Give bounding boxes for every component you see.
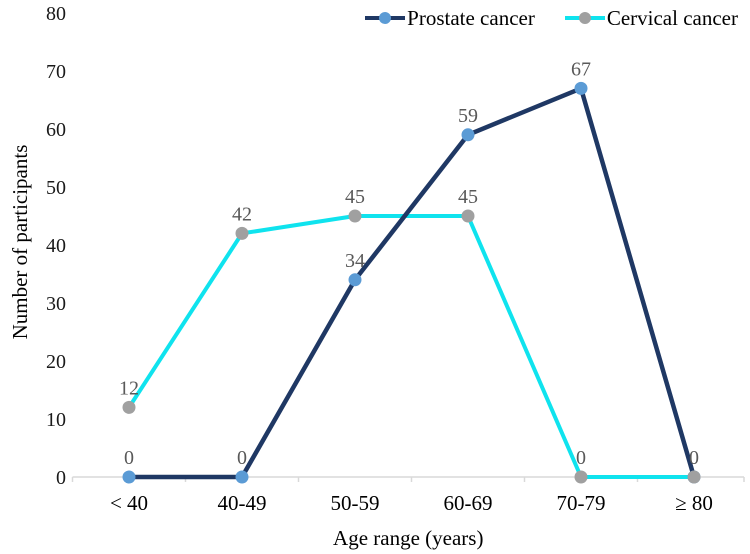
data-point-prostate-cancer <box>461 128 475 142</box>
y-axis-title: Number of participants <box>8 145 32 340</box>
legend-label-cervical-cancer: Cervical cancer <box>606 6 738 30</box>
y-axis-tick-label: 80 <box>46 3 66 25</box>
data-point-cervical-cancer <box>348 209 362 223</box>
legend-label-prostate-cancer: Prostate cancer <box>407 6 535 30</box>
data-label-cervical-cancer: 12 <box>119 377 139 399</box>
data-point-cervical-cancer <box>122 400 136 414</box>
y-axis-tick-label: 70 <box>46 61 66 83</box>
data-point-prostate-cancer <box>122 470 136 484</box>
data-point-cervical-cancer <box>687 470 701 484</box>
data-label-prostate-cancer: 34 <box>345 250 365 272</box>
data-label-prostate-cancer: 59 <box>458 105 478 127</box>
y-axis-tick-label: 0 <box>56 467 66 489</box>
data-label-prostate-cancer: 0 <box>689 447 699 469</box>
legend-swatch-cervical <box>564 11 605 25</box>
x-axis-tick-label: < 40 <box>110 491 148 515</box>
data-label-cervical-cancer: 45 <box>345 186 365 208</box>
y-axis-tick-label: 40 <box>46 235 66 257</box>
series-line-cervical-cancer <box>127 214 696 479</box>
legend-marker-icon <box>379 12 392 24</box>
y-axis-tick-label: 30 <box>46 293 66 315</box>
y-axis-tick-label: 20 <box>46 351 66 373</box>
y-axis-tick-label: 50 <box>46 177 66 199</box>
x-axis-title: Age range (years) <box>333 526 483 550</box>
x-axis-tick-label: 40-49 <box>218 491 267 515</box>
data-label-prostate-cancer: 0 <box>124 447 134 469</box>
data-point-cervical-cancer <box>235 226 249 240</box>
data-label-cervical-cancer: 42 <box>232 203 252 225</box>
data-point-prostate-cancer <box>348 273 362 287</box>
legend-swatch-prostate <box>365 11 406 25</box>
data-label-prostate-cancer: 67 <box>571 58 591 80</box>
x-axis-tick-label: 70-79 <box>557 491 606 515</box>
data-point-cervical-cancer <box>461 209 475 223</box>
data-label-prostate-cancer: 0 <box>237 447 247 469</box>
data-label-cervical-cancer: 45 <box>458 186 478 208</box>
y-axis-tick-label: 60 <box>46 119 66 141</box>
legend-item-cervical-cancer: Cervical cancer <box>564 5 738 31</box>
data-point-prostate-cancer <box>574 81 588 95</box>
data-point-prostate-cancer <box>235 470 249 484</box>
legend-marker-icon <box>578 12 591 24</box>
x-axis-tick-label: 60-69 <box>444 491 493 515</box>
series-line-prostate-cancer <box>126 86 697 480</box>
legend-item-prostate-cancer: Prostate cancer <box>365 5 535 31</box>
data-label-cervical-cancer: 0 <box>576 447 586 469</box>
x-axis-tick-label: ≥ 80 <box>675 491 713 515</box>
chart-legend: Prostate cancer Cervical cancer <box>365 5 738 31</box>
y-axis-tick-label: 10 <box>46 409 66 431</box>
data-point-cervical-cancer <box>574 470 588 484</box>
x-axis-tick-label: 50-59 <box>331 491 380 515</box>
